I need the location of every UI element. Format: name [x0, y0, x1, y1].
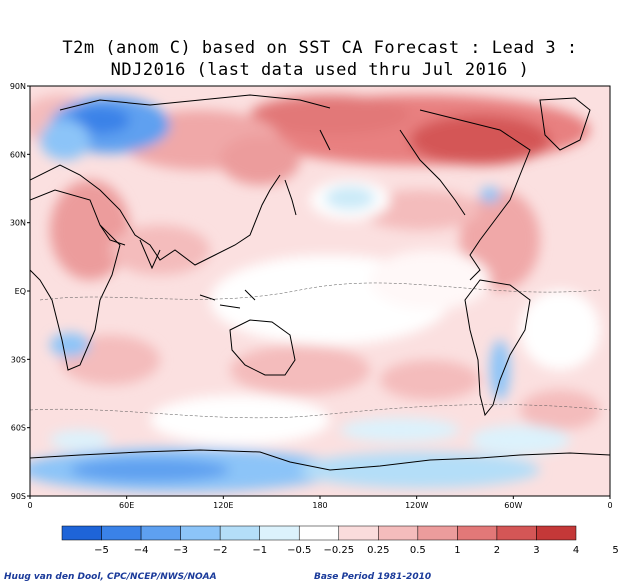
colorbar-swatch: [457, 525, 498, 541]
colorbar-label: 0.25: [367, 545, 389, 556]
lon-tick-label: 0: [607, 501, 612, 510]
colorbar-label: 4: [573, 545, 579, 556]
anomaly-field: [30, 86, 610, 496]
colorbar-label: 3: [533, 545, 539, 556]
lon-tick-label: 0: [27, 501, 32, 510]
colorbar-label: −0.25: [323, 545, 354, 556]
lat-tick-label: EQ: [15, 287, 26, 296]
lat-tick-label: 30N: [10, 219, 26, 228]
colorbar-swatch: [219, 525, 260, 541]
colorbar-swatch: [259, 525, 300, 541]
colorbar-swatch: [180, 525, 221, 541]
lon-tick-label: 120W: [405, 501, 428, 510]
colorbar-swatch: [536, 525, 577, 541]
colorbar-label: −5: [94, 545, 109, 556]
colorbar-swatch: [496, 525, 537, 541]
lon-tick-label: 60W: [504, 501, 522, 510]
credit-text: Huug van den Dool, CPC/NCEP/NWS/NOAA: [4, 572, 217, 582]
colorbar-label: −3: [173, 545, 188, 556]
colorbar-label: −0.5: [287, 545, 311, 556]
colorbar-label: 5: [612, 545, 618, 556]
coastlines: [30, 94, 610, 471]
base-period-text: Base Period 1981-2010: [314, 572, 432, 582]
colorbar-label: −2: [213, 545, 228, 556]
map-title-line1: T2m (anom C) based on SST CA Forecast : …: [62, 38, 578, 58]
colorbar-label: 0.5: [410, 545, 426, 556]
colorbar-label: 1: [454, 545, 460, 556]
lat-tick-label: 30S: [11, 355, 26, 364]
lat-tick-label: 60S: [11, 424, 26, 433]
lon-tick-label: 120E: [213, 501, 233, 510]
colorbar-swatch: [417, 525, 458, 541]
colorbar: −5 −4 −3 −2 −1 −0.5 −0.25 0.25 0.5 1 2 3 4 5: [61, 525, 619, 556]
colorbar-swatch: [61, 525, 102, 541]
map-title-line2: NDJ2016 (last data used thru Jul 2016 ): [110, 60, 530, 80]
colorbar-swatch: [378, 525, 419, 541]
lat-tick-label: 90S: [11, 492, 26, 501]
colorbar-swatch: [338, 525, 379, 541]
colorbar-label: 2: [494, 545, 500, 556]
lon-tick-label: 180: [312, 501, 327, 510]
colorbar-swatch: [140, 525, 181, 541]
colorbar-swatch: [298, 525, 340, 541]
lon-tick-label: 60E: [119, 501, 134, 510]
colorbar-label: −4: [134, 545, 149, 556]
colorbar-label: −1: [252, 545, 267, 556]
colorbar-swatch: [101, 525, 142, 541]
lat-tick-label: 60N: [10, 150, 26, 159]
lat-tick-label: 90N: [10, 82, 26, 91]
